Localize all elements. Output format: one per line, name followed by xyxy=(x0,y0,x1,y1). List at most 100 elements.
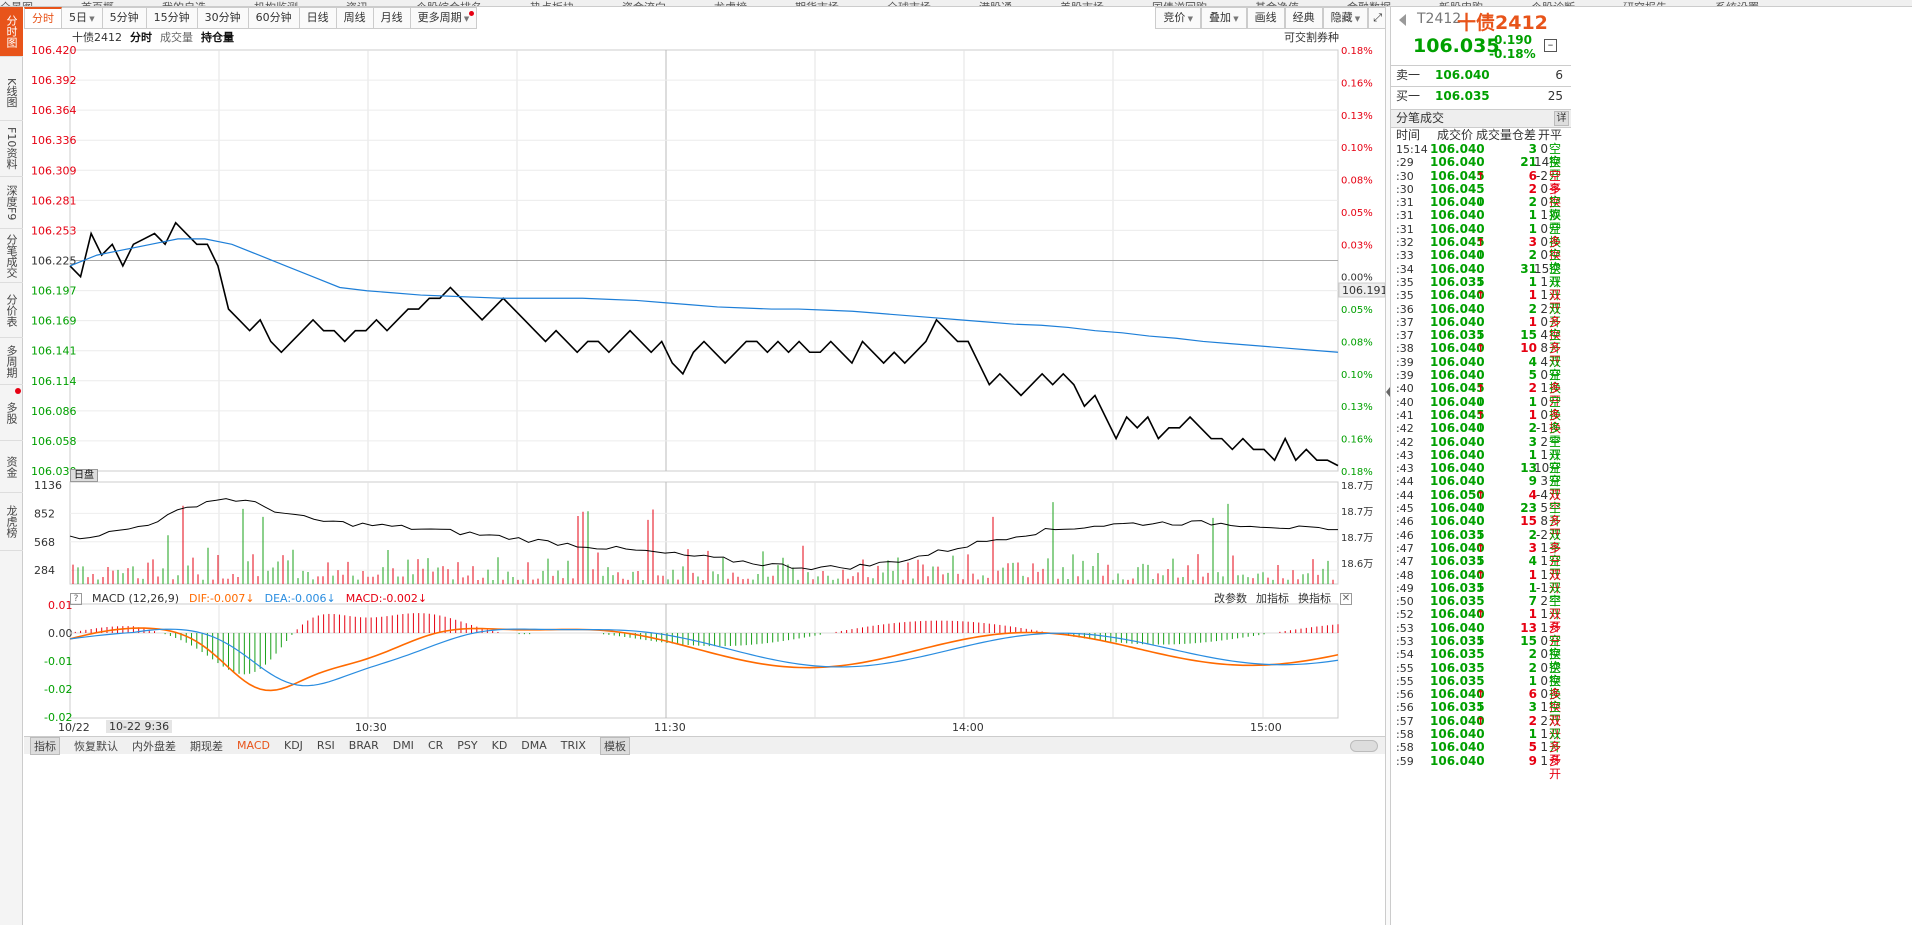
classic-button[interactable]: 经典 xyxy=(1284,7,1323,29)
futures-spot-diff-tab[interactable]: 期现差 xyxy=(190,739,223,753)
top-menu-item[interactable]: 系统设置 xyxy=(1715,2,1759,6)
back-icon[interactable] xyxy=(1399,14,1406,26)
inner-outer-diff-tab[interactable]: 内外盘差 xyxy=(132,739,176,753)
tick-oi-diff: 10 xyxy=(1534,461,1550,476)
nav-price-table[interactable]: 分价表 xyxy=(0,283,23,338)
tick-oi-diff: 0 xyxy=(1540,235,1548,250)
top-menu-item[interactable]: 机构监测 xyxy=(254,2,298,6)
kd-tab[interactable]: KD xyxy=(491,739,508,752)
panel-splitter[interactable] xyxy=(1385,7,1391,925)
edit-params-button[interactable]: 改参数 xyxy=(1214,592,1247,605)
top-menu-item[interactable]: 我的自选 xyxy=(162,2,206,6)
auction-button[interactable]: 竞价 ▼ xyxy=(1155,7,1201,29)
top-menu-item[interactable]: 资讯 xyxy=(346,2,368,6)
price-tick-label: 106.169 xyxy=(31,315,77,328)
top-menu-item[interactable]: 全景图 xyxy=(0,2,33,6)
nav-kline[interactable]: K线图 xyxy=(0,65,23,121)
intraday-chart[interactable]: 106.420 106.392 106.364 106.336 106.309 106.2… xyxy=(0,0,1385,725)
tick-oi-diff: 0 xyxy=(1540,673,1548,688)
top-menu-item[interactable]: 基金净值 xyxy=(1255,2,1299,6)
top-menu-item[interactable]: 金融数据 xyxy=(1347,2,1391,6)
top-menu-item[interactable]: 美股市场 xyxy=(1060,2,1104,6)
tick-open-close: 多开 xyxy=(1549,381,1562,409)
tab-volume[interactable]: 成交量 xyxy=(160,31,193,44)
macd-tab[interactable]: MACD xyxy=(237,739,270,752)
tick-time: :37 xyxy=(1396,315,1414,329)
template-tab[interactable]: 模板 xyxy=(599,736,630,755)
period-5day[interactable]: 5日 ▼ xyxy=(62,7,103,29)
cr-tab[interactable]: CR xyxy=(427,739,444,752)
tick-row: :40 106.045 ↑ 2 1 多开 xyxy=(1391,382,1571,408)
tick-row: :58 106.040 1 1 双开 xyxy=(1391,728,1571,754)
dma-tab[interactable]: DMA xyxy=(521,739,547,752)
period-weekly[interactable]: 周线 xyxy=(336,7,374,29)
top-menu-item[interactable]: 研究报告 xyxy=(1623,2,1667,6)
overlay-button[interactable]: 叠加 ▼ xyxy=(1200,7,1247,29)
top-menu-item[interactable]: 龙虎榜 xyxy=(714,2,747,6)
brar-tab[interactable]: BRAR xyxy=(348,739,379,752)
hide-button[interactable]: 隐藏 ▼ xyxy=(1322,7,1369,29)
psy-tab[interactable]: PSY xyxy=(457,739,478,752)
top-menu-item[interactable]: 港股通 xyxy=(979,2,1012,6)
tick-price: 106.040 xyxy=(1430,447,1485,462)
period-monthly[interactable]: 月线 xyxy=(373,7,411,29)
indicator-tab[interactable]: 指标 xyxy=(30,736,60,755)
tick-volume: 9 xyxy=(1528,753,1537,768)
tick-oi-diff: 2 xyxy=(1540,594,1548,609)
help-icon[interactable]: ? xyxy=(70,593,82,605)
tab-open-interest[interactable]: 持仓量 xyxy=(201,31,234,44)
change-percent: -0.18% xyxy=(1489,47,1536,61)
nav-dragon[interactable]: 龙虎榜 xyxy=(0,493,23,551)
tick-price: 106.040 xyxy=(1430,301,1485,316)
period-more[interactable]: 更多周期 ▼ xyxy=(410,7,478,29)
top-menu-item[interactable]: 新股申购 xyxy=(1439,2,1483,6)
nav-ticks[interactable]: 分笔成交 xyxy=(0,229,23,283)
nav-funds[interactable]: 资金 xyxy=(0,441,23,493)
draw-line-button[interactable]: 画线 xyxy=(1246,7,1285,29)
nav-depth[interactable]: 深度F9 xyxy=(0,177,23,229)
pct-tick-label: 0.00% xyxy=(1341,273,1373,284)
trix-tab[interactable]: TRIX xyxy=(560,739,586,752)
kdj-tab[interactable]: KDJ xyxy=(283,739,303,752)
ticks-list[interactable]: 15:14 106.040 3 0 空换:29 106.040 21 14 空开:30 106.0… xyxy=(1391,143,1571,781)
top-menu-item[interactable]: 资金流向 xyxy=(622,2,666,6)
restore-default-tab[interactable]: 恢复默认 xyxy=(74,739,118,753)
tick-price: 106.040 xyxy=(1430,248,1485,263)
tick-volume: 1 xyxy=(1528,208,1537,223)
ticks-detail-button[interactable]: 详 xyxy=(1554,111,1569,126)
top-menu-item[interactable]: 全球市场 xyxy=(887,2,931,6)
nav-intraday[interactable]: 分时图 xyxy=(0,7,23,57)
period-intraday[interactable]: 分时 xyxy=(24,7,62,29)
fullscreen-icon[interactable]: ⤢ xyxy=(1368,7,1387,29)
period-5min[interactable]: 5分钟 xyxy=(102,7,147,29)
deliverable-bonds-link[interactable]: 可交割券种 xyxy=(1284,31,1339,44)
tick-row: :43 106.040 1 1 双开 xyxy=(1391,447,1571,474)
top-menu-item[interactable]: 个股诊断 xyxy=(1531,2,1575,6)
tick-time: :46 xyxy=(1396,515,1414,529)
period-daily[interactable]: 日线 xyxy=(299,7,337,29)
tick-volume: 5 xyxy=(1528,368,1537,383)
top-menu-item[interactable]: 热点板块 xyxy=(530,2,574,6)
nav-multi-period[interactable]: 多周期 xyxy=(0,338,23,385)
rsi-tab[interactable]: RSI xyxy=(316,739,335,752)
toggle-switch[interactable] xyxy=(1350,740,1378,752)
nav-f10[interactable]: F10资料 xyxy=(0,121,23,177)
close-icon[interactable]: ✕ xyxy=(1340,593,1352,605)
minimize-icon[interactable]: – xyxy=(1544,39,1557,52)
add-indicator-button[interactable]: 加指标 xyxy=(1256,592,1289,605)
top-menu-item[interactable]: 国债逆回购 xyxy=(1152,2,1207,6)
dmi-tab[interactable]: DMI xyxy=(392,739,414,752)
period-30min[interactable]: 30分钟 xyxy=(197,7,249,29)
period-60min[interactable]: 60分钟 xyxy=(248,7,300,29)
top-menu-item[interactable]: 个股综合排名 xyxy=(416,2,482,6)
top-menu-item[interactable]: 期货市场 xyxy=(795,2,839,6)
price-tick-label: 106.420 xyxy=(31,44,77,57)
volume-tick-label: 568 xyxy=(34,536,55,549)
tab-intraday[interactable]: 分时 xyxy=(130,31,152,44)
tick-volume: 1 xyxy=(1528,607,1537,622)
nav-multi-stock[interactable]: 多股 xyxy=(0,385,23,441)
change-indicator-button[interactable]: 换指标 xyxy=(1298,592,1331,605)
top-menu-item[interactable]: 首页概 xyxy=(81,2,114,6)
period-15min[interactable]: 15分钟 xyxy=(146,7,198,29)
tick-arrow: ↓ xyxy=(1476,528,1486,542)
